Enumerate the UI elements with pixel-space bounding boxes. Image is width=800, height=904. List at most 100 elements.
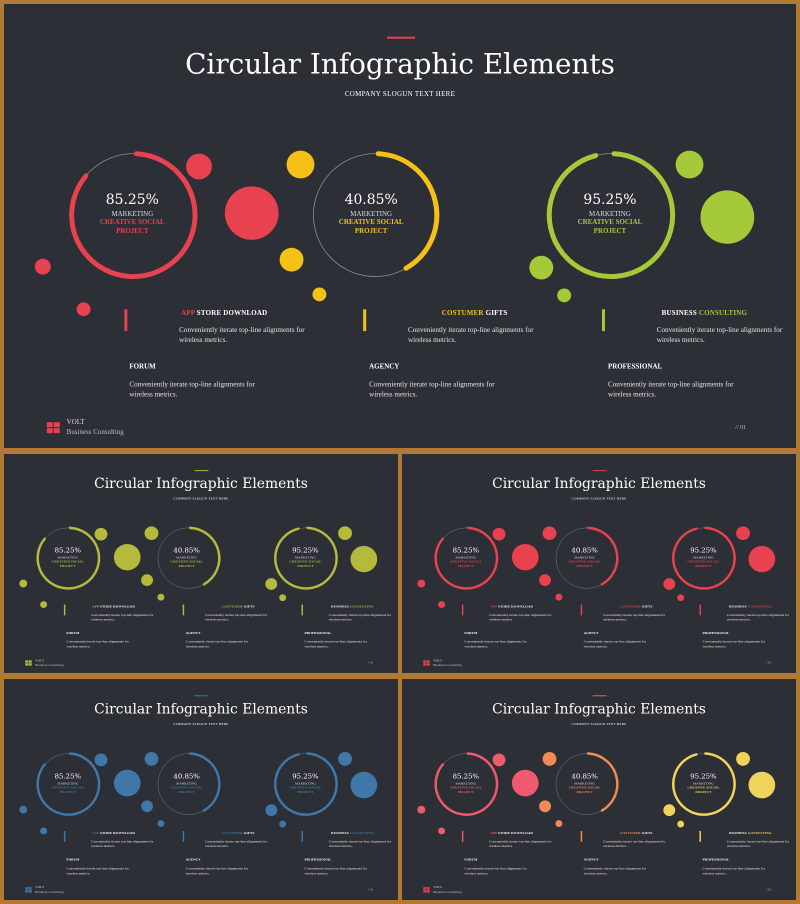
decor-dot-3-4 bbox=[279, 594, 287, 602]
decor-dot-3-3 bbox=[265, 804, 278, 817]
highlight-3-bar bbox=[699, 830, 701, 842]
volt-logo-icon bbox=[423, 887, 430, 893]
decor-dot-1-1 bbox=[94, 753, 108, 767]
lower-1-desc: Conveniently iterate top-line alignments… bbox=[66, 639, 129, 649]
decor-dot-3-3 bbox=[663, 804, 676, 817]
highlight-1-bar bbox=[461, 830, 464, 842]
title-accent-bar bbox=[194, 470, 209, 472]
slide-blue[interactable]: Circular Infographic Elements COMPANY SL… bbox=[4, 679, 398, 900]
decor-dot-1-1 bbox=[492, 527, 506, 541]
highlight-2-desc: Conveniently iterate top-line alignments… bbox=[204, 839, 268, 849]
highlight-1-desc: Conveniently iterate top-line alignments… bbox=[91, 612, 154, 622]
item-1-label: MARKETING bbox=[111, 210, 154, 219]
item-1-percent: 85.25% bbox=[105, 192, 159, 209]
lower-2-desc: Conveniently iterate top-line alignments… bbox=[369, 380, 495, 399]
decor-dot-3-2 bbox=[748, 771, 776, 799]
highlight-3-desc: Conveniently iterate top-line alignments… bbox=[726, 839, 790, 849]
decor-dot-3-2 bbox=[748, 545, 776, 573]
circular-infographic bbox=[19, 752, 378, 835]
decor-dot-2-1 bbox=[542, 752, 557, 766]
circular-infographic bbox=[34, 150, 755, 317]
progress-arc-3 bbox=[672, 752, 736, 816]
progress-arc-1 bbox=[434, 526, 499, 590]
brand-tagline: Business Consulting bbox=[433, 663, 462, 668]
decor-dot-2-2 bbox=[539, 800, 551, 813]
decor-dot-1-3 bbox=[19, 805, 28, 814]
item-2-project: CREATIVE SOCIAL PROJECT bbox=[338, 218, 404, 235]
lower-2-desc: Conveniently iterate top-line alignments… bbox=[583, 639, 647, 649]
item-3-percent: 95.25% bbox=[690, 546, 717, 555]
lower-3-title: PROFESSIONAL bbox=[702, 857, 730, 862]
decor-dot-1-1 bbox=[94, 527, 108, 541]
highlight-3-bar bbox=[699, 604, 701, 616]
lower-1-desc: Conveniently iterate top-line alignments… bbox=[464, 866, 527, 876]
decor-dot-1-1 bbox=[492, 753, 506, 767]
circular-infographic bbox=[417, 526, 776, 608]
lower-1-title: FORUM bbox=[66, 857, 80, 862]
decor-dot-2-2 bbox=[141, 574, 153, 586]
item-1-percent: 85.25% bbox=[452, 546, 480, 555]
slide-content: Circular Infographic Elements COMPANY SL… bbox=[402, 679, 796, 900]
lower-2-desc: Conveniently iterate top-line alignments… bbox=[185, 639, 249, 649]
lower-2-title: AGENCY bbox=[583, 857, 599, 862]
slide-slogan: COMPANY SLOGUN TEXT HERE bbox=[173, 496, 229, 501]
circular-infographic bbox=[417, 752, 776, 835]
decor-dot-3-1 bbox=[338, 526, 352, 541]
brand-tagline: Business Consulting bbox=[35, 663, 64, 668]
item-2-percent: 40.85% bbox=[571, 546, 598, 555]
item-2-project: CREATIVE SOCIAL PROJECT bbox=[568, 785, 601, 794]
slide-title: Circular Infographic Elements bbox=[492, 700, 706, 717]
highlight-2-bar bbox=[580, 830, 583, 842]
decor-dot-1-4 bbox=[438, 827, 446, 835]
highlight-2-title: COSTUMER GIFTS bbox=[221, 830, 255, 835]
item-2-percent: 40.85% bbox=[173, 546, 200, 555]
item-2-label: MARKETING bbox=[350, 210, 393, 219]
slide-warm[interactable]: Circular Infographic Elements COMPANY SL… bbox=[402, 679, 796, 900]
item-3-percent: 95.25% bbox=[690, 772, 717, 781]
highlight-1-bar bbox=[124, 309, 128, 332]
highlight-1-bar bbox=[63, 604, 66, 616]
item-1-percent: 85.25% bbox=[54, 546, 82, 555]
decor-dot-2-3 bbox=[312, 287, 327, 302]
lower-3-title: PROFESSIONAL bbox=[304, 857, 332, 862]
brand-tagline: Business Consulting bbox=[35, 890, 64, 895]
item-1-label: MARKETING bbox=[455, 781, 477, 786]
decor-dot-1-3 bbox=[34, 258, 51, 275]
highlight-2-desc: Conveniently iterate top-line alignments… bbox=[407, 326, 534, 344]
progress-arc-3 bbox=[672, 526, 736, 590]
decor-dot-3-4 bbox=[557, 288, 572, 303]
circular-infographic bbox=[19, 526, 378, 608]
page-number: // 01 bbox=[765, 661, 772, 665]
highlight-2-desc: Conveniently iterate top-line alignments… bbox=[602, 612, 666, 622]
lower-1-desc: Conveniently iterate top-line alignments… bbox=[464, 639, 527, 649]
decor-dot-3-1 bbox=[675, 150, 704, 179]
slide-title: Circular Infographic Elements bbox=[492, 475, 706, 492]
slide-olive[interactable]: Circular Infographic Elements COMPANY SL… bbox=[4, 454, 398, 673]
highlight-2-desc: Conveniently iterate top-line alignments… bbox=[204, 612, 268, 622]
item-3-percent: 95.25% bbox=[583, 192, 637, 209]
slide-title: Circular Infographic Elements bbox=[185, 47, 615, 81]
highlight-2-title: COSTUMER GIFTS bbox=[619, 604, 653, 609]
item-1-percent: 85.25% bbox=[452, 772, 480, 781]
lower-2-title: AGENCY bbox=[583, 630, 599, 635]
highlight-2-title: COSTUMER GIFTS bbox=[221, 604, 255, 609]
slide-content: Circular Infographic Elements COMPANY SL… bbox=[4, 4, 796, 448]
highlight-3-bar bbox=[301, 604, 303, 616]
slide-red[interactable]: Circular Infographic Elements COMPANY SL… bbox=[402, 454, 796, 673]
item-2-percent: 40.85% bbox=[344, 192, 398, 209]
item-2-project: CREATIVE SOCIAL PROJECT bbox=[170, 785, 203, 794]
highlight-1-title: APP STORE DOWNLOAD bbox=[490, 604, 534, 609]
highlight-2-bar bbox=[580, 604, 583, 616]
decor-dot-2-3 bbox=[157, 593, 165, 601]
slide-main[interactable]: Circular Infographic Elements COMPANY SL… bbox=[4, 4, 796, 448]
highlight-3-desc: Conveniently iterate top-line alignments… bbox=[726, 612, 790, 622]
title-accent-bar bbox=[592, 695, 607, 697]
progress-arc-2 bbox=[375, 151, 440, 271]
highlight-1-bar bbox=[63, 830, 66, 842]
item-3-label: MARKETING bbox=[589, 210, 631, 219]
decor-dot-1-3 bbox=[417, 805, 426, 814]
item-3-project: CREATIVE SOCIAL PROJECT bbox=[687, 785, 720, 794]
highlight-1-desc: Conveniently iterate top-line alignments… bbox=[91, 839, 154, 849]
item-2-label: MARKETING bbox=[574, 781, 596, 786]
item-1-project: CREATIVE SOCIAL PROJECT bbox=[99, 218, 165, 235]
